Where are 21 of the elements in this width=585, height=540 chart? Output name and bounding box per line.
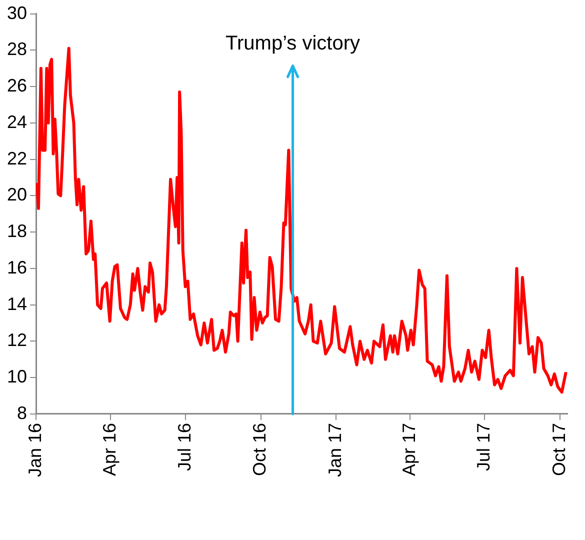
x-tick-label: Jan 16 — [24, 422, 45, 478]
y-tick-label: 24 — [6, 112, 28, 132]
x-tick-label: Apr 17 — [399, 422, 420, 476]
x-tick-label: Apr 16 — [100, 422, 120, 476]
x-tick-label: Jan 17 — [325, 422, 346, 478]
y-tick-label: 30 — [6, 2, 28, 23]
ref-line-label: Trump’s victory — [226, 32, 360, 54]
x-tick-label: Jul 16 — [174, 422, 194, 472]
x-tick-label: Jul 17 — [474, 422, 494, 472]
x-tick-label: Oct 16 — [250, 422, 270, 476]
y-tick-label: 20 — [6, 184, 28, 205]
y-tick-label: 10 — [6, 366, 28, 387]
y-tick-label: 28 — [6, 39, 28, 60]
x-tick-label: Oct 17 — [549, 422, 570, 476]
y-tick-label: 12 — [6, 330, 28, 350]
y-tick-label: 18 — [6, 221, 28, 242]
y-tick-label: 26 — [6, 76, 28, 96]
y-tick-label: 16 — [6, 257, 28, 278]
y-tick-label: 14 — [6, 294, 28, 314]
y-tick-label: 22 — [6, 148, 28, 168]
y-tick-label: 8 — [17, 402, 28, 423]
